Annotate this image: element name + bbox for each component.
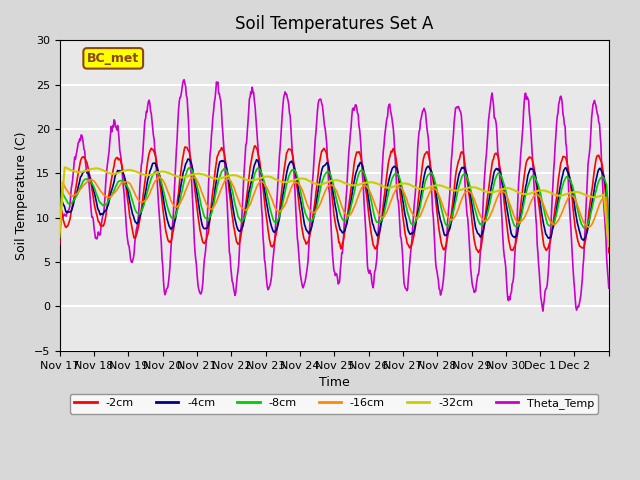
Y-axis label: Soil Temperature (C): Soil Temperature (C) (15, 131, 28, 260)
X-axis label: Time: Time (319, 376, 349, 389)
Legend: -2cm, -4cm, -8cm, -16cm, -32cm, Theta_Temp: -2cm, -4cm, -8cm, -16cm, -32cm, Theta_Te… (70, 394, 598, 414)
Title: Soil Temperatures Set A: Soil Temperatures Set A (235, 15, 433, 33)
Text: BC_met: BC_met (87, 52, 140, 65)
